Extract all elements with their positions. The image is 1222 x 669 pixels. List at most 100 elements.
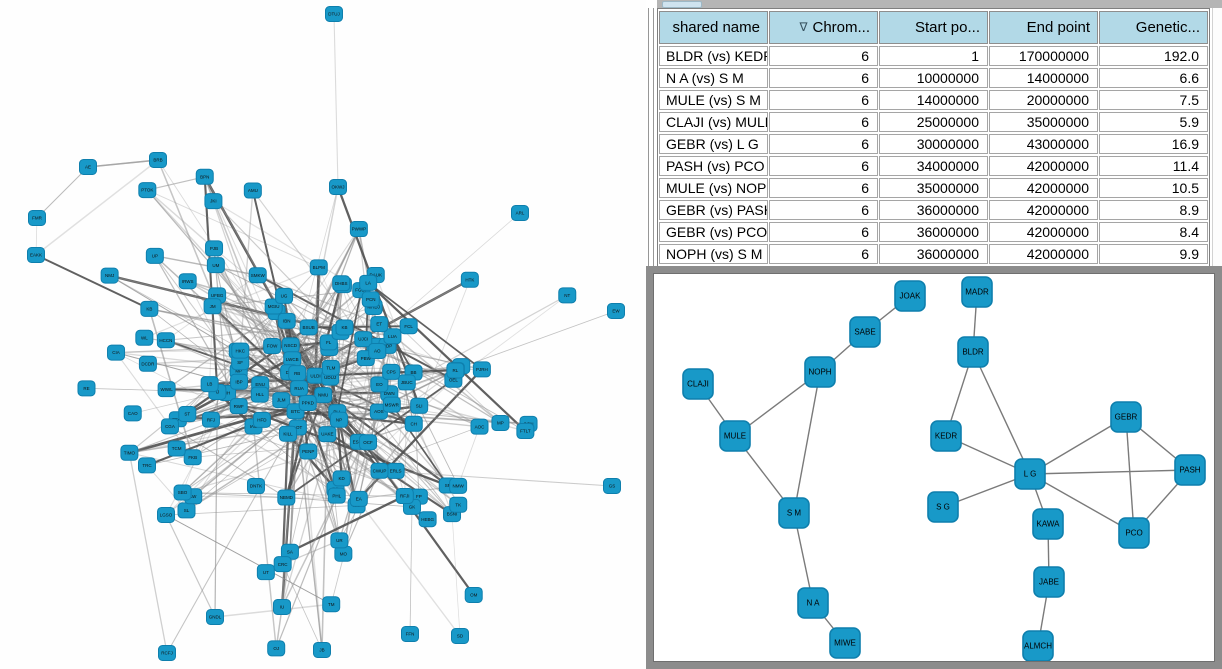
node-shape[interactable] — [313, 642, 331, 658]
overview-edge[interactable] — [115, 352, 194, 458]
network-node[interactable]: HKC — [231, 342, 250, 359]
network-node[interactable]: NP — [330, 411, 349, 428]
network-node-s-m[interactable]: S M — [778, 497, 810, 529]
network-node[interactable]: OJ — [267, 640, 286, 657]
network-node-joak[interactable]: JOAK — [894, 280, 926, 312]
overview-edge[interactable] — [287, 432, 337, 490]
node-shape[interactable] — [401, 626, 419, 642]
network-node[interactable]: MO — [334, 545, 353, 562]
network-node[interactable]: NT — [558, 287, 577, 304]
node-shape[interactable] — [1022, 630, 1054, 661]
end-point-cell[interactable]: 42000000 — [989, 178, 1098, 198]
overview-edge[interactable] — [281, 411, 338, 608]
shared-name-cell[interactable]: BLDR (vs) KEDR — [659, 46, 768, 66]
chromosome-cell[interactable]: 6 — [769, 68, 878, 88]
network-node[interactable]: ET — [370, 316, 389, 333]
end-point-cell[interactable]: 14000000 — [989, 68, 1098, 88]
network-node[interactable]: PPKD — [298, 395, 317, 412]
overview-edge[interactable] — [157, 159, 241, 363]
scrollbar-thumb[interactable] — [662, 1, 702, 8]
overview-edge[interactable] — [213, 200, 341, 333]
node-shape[interactable] — [382, 396, 401, 413]
overview-edge[interactable] — [165, 326, 309, 341]
column-header-genetic[interactable]: Genetic... — [1099, 11, 1208, 44]
network-node[interactable]: HEBG — [418, 511, 437, 528]
network-node[interactable]: BRB — [149, 152, 167, 168]
node-shape[interactable] — [460, 271, 479, 288]
overview-edge[interactable] — [395, 279, 471, 472]
network-node[interactable]: PHL — [327, 487, 346, 504]
shared-name-cell[interactable]: MULE (vs) S M — [659, 90, 768, 110]
network-node[interactable]: RFJI — [395, 487, 414, 504]
network-node[interactable]: MP — [491, 414, 510, 431]
start-position-cell[interactable]: 10000000 — [879, 68, 988, 88]
network-node-miwe[interactable]: MIWE — [829, 627, 861, 659]
overview-edge[interactable] — [282, 539, 340, 565]
node-shape[interactable] — [894, 280, 926, 312]
overview-edge[interactable] — [329, 212, 521, 378]
network-node[interactable]: HFD — [252, 411, 271, 428]
overview-edge[interactable] — [129, 452, 357, 506]
node-shape[interactable] — [145, 247, 164, 264]
overview-edge[interactable] — [367, 282, 483, 371]
node-shape[interactable] — [243, 182, 262, 199]
shared-name-cell[interactable]: NOPH (vs) S M — [659, 244, 768, 264]
network-node[interactable]: CWUP — [370, 462, 389, 479]
overview-edge[interactable] — [192, 410, 297, 497]
node-shape[interactable] — [330, 532, 349, 549]
end-point-cell[interactable]: 43000000 — [989, 134, 1098, 154]
start-position-cell[interactable]: 36000000 — [879, 222, 988, 242]
shared-name-cell[interactable]: GEBR (vs) PCO — [659, 222, 768, 242]
genetic-distance-cell[interactable]: 9.9 — [1099, 244, 1208, 264]
overview-edge[interactable] — [165, 311, 278, 516]
shared-name-cell[interactable]: CLAJI (vs) MULE — [659, 112, 768, 132]
node-shape[interactable] — [200, 376, 219, 393]
node-shape[interactable] — [272, 392, 291, 409]
node-shape[interactable] — [178, 273, 197, 290]
network-node-s-g[interactable]: S G — [927, 491, 959, 523]
start-position-cell[interactable]: 34000000 — [879, 156, 988, 176]
network-node-gebr[interactable]: GEBR — [1110, 401, 1142, 433]
node-shape[interactable] — [79, 159, 97, 175]
column-header-shared-name[interactable]: shared name — [659, 11, 768, 44]
network-node[interactable]: RL — [446, 362, 465, 379]
node-shape[interactable] — [368, 342, 387, 359]
node-shape[interactable] — [778, 497, 810, 529]
node-shape[interactable] — [404, 415, 423, 432]
network-node[interactable]: AO — [368, 342, 387, 359]
node-shape[interactable] — [382, 363, 401, 380]
node-shape[interactable] — [1110, 401, 1142, 433]
table-row[interactable]: CLAJI (vs) MULE 6 25000000 35000000 5.9 — [659, 112, 1208, 132]
start-position-cell[interactable]: 35000000 — [879, 178, 988, 198]
genetic-distance-cell[interactable]: 10.5 — [1099, 178, 1208, 198]
detail-edge[interactable] — [1029, 473, 1135, 534]
node-shape[interactable] — [273, 556, 292, 573]
overview-edge[interactable] — [154, 255, 255, 427]
start-position-cell[interactable]: 30000000 — [879, 134, 988, 154]
start-position-cell[interactable]: 1 — [879, 46, 988, 66]
node-shape[interactable] — [1033, 566, 1065, 598]
node-shape[interactable] — [359, 274, 378, 291]
overview-edge[interactable] — [182, 492, 419, 497]
chromosome-cell[interactable]: 6 — [769, 178, 878, 198]
overview-edge[interactable] — [192, 399, 282, 458]
network-node[interactable]: JB — [313, 642, 331, 658]
network-node[interactable]: LGSO — [157, 506, 176, 523]
table-row[interactable]: MULE (vs) S M 6 14000000 20000000 7.5 — [659, 90, 1208, 110]
network-node-jabe[interactable]: JABE — [1033, 566, 1065, 598]
node-shape[interactable] — [849, 316, 881, 348]
network-node-bldr[interactable]: BLDR — [957, 336, 989, 368]
network-node[interactable]: CH — [404, 415, 423, 432]
node-shape[interactable] — [491, 414, 510, 431]
network-node[interactable]: RB — [288, 365, 307, 382]
network-node[interactable]: PCN — [361, 291, 380, 308]
node-shape[interactable] — [149, 152, 167, 168]
network-node[interactable]: FL — [319, 334, 338, 351]
network-node-kawa[interactable]: KAWA — [1032, 508, 1064, 540]
overview-edge[interactable] — [289, 377, 331, 552]
network-node[interactable]: KILL — [279, 425, 298, 442]
network-node-claji[interactable]: CLAJI — [682, 368, 714, 400]
overview-edge[interactable] — [395, 382, 408, 471]
genetic-distance-cell[interactable]: 8.9 — [1099, 200, 1208, 220]
network-node[interactable]: BPN — [195, 168, 214, 185]
